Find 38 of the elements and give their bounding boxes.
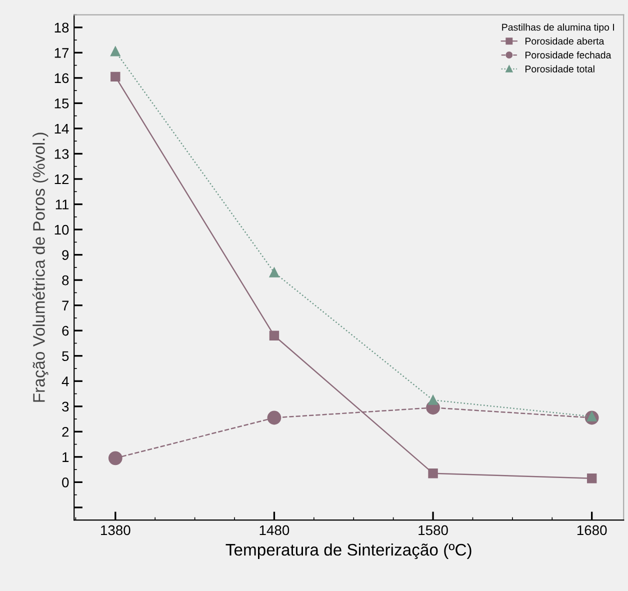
point — [110, 72, 120, 82]
y-tick-label: 5 — [62, 351, 69, 362]
y-tick-label: 18 — [54, 22, 69, 33]
y-tick-label: 2 — [62, 426, 69, 437]
x-tick-label: 1580 — [418, 525, 448, 536]
y-tick-label: 4 — [62, 376, 69, 386]
y-tick-label: 3 — [62, 402, 69, 412]
y-tick-label: 16 — [54, 73, 69, 84]
x-tick-label: 1680 — [577, 525, 607, 536]
point — [428, 468, 438, 478]
y-tick-label: 9 — [62, 250, 69, 260]
point — [269, 268, 280, 278]
legend-label: Porosidade fechada — [526, 51, 612, 59]
point — [586, 474, 597, 484]
point — [267, 410, 282, 425]
y-tick-label: 15 — [54, 98, 69, 108]
point — [269, 330, 280, 341]
x-tick-label: 1380 — [101, 525, 130, 536]
x-tick-label: 1480 — [260, 525, 290, 536]
y-tick-label: 13 — [54, 149, 69, 159]
y-tick-label: 14 — [54, 124, 69, 134]
point — [110, 46, 120, 56]
y-tick-label: 0 — [62, 478, 69, 488]
legend-label: Porosidade total — [526, 65, 594, 72]
y-tick-label: 17 — [54, 48, 69, 58]
y-tick-label: 6 — [62, 326, 69, 336]
point — [428, 395, 438, 405]
y-tick-label: 12 — [54, 174, 69, 184]
x-axis-title: Temperatura de Sinterização (ºC) — [226, 543, 472, 560]
point — [108, 451, 122, 466]
y-tick-label: 11 — [56, 200, 69, 210]
legend-title: Pastilhas de alumina tipo I — [502, 24, 614, 33]
y-tick-label: 10 — [54, 224, 69, 235]
y-tick-label: 7 — [62, 300, 69, 310]
y-tick-label: 8 — [62, 275, 69, 286]
y-axis-title: Fração Volumétrica de Poros (%vol.) — [32, 132, 48, 402]
legend-label: Porosidade aberta — [526, 37, 604, 45]
y-tick-label: 1 — [62, 452, 69, 462]
